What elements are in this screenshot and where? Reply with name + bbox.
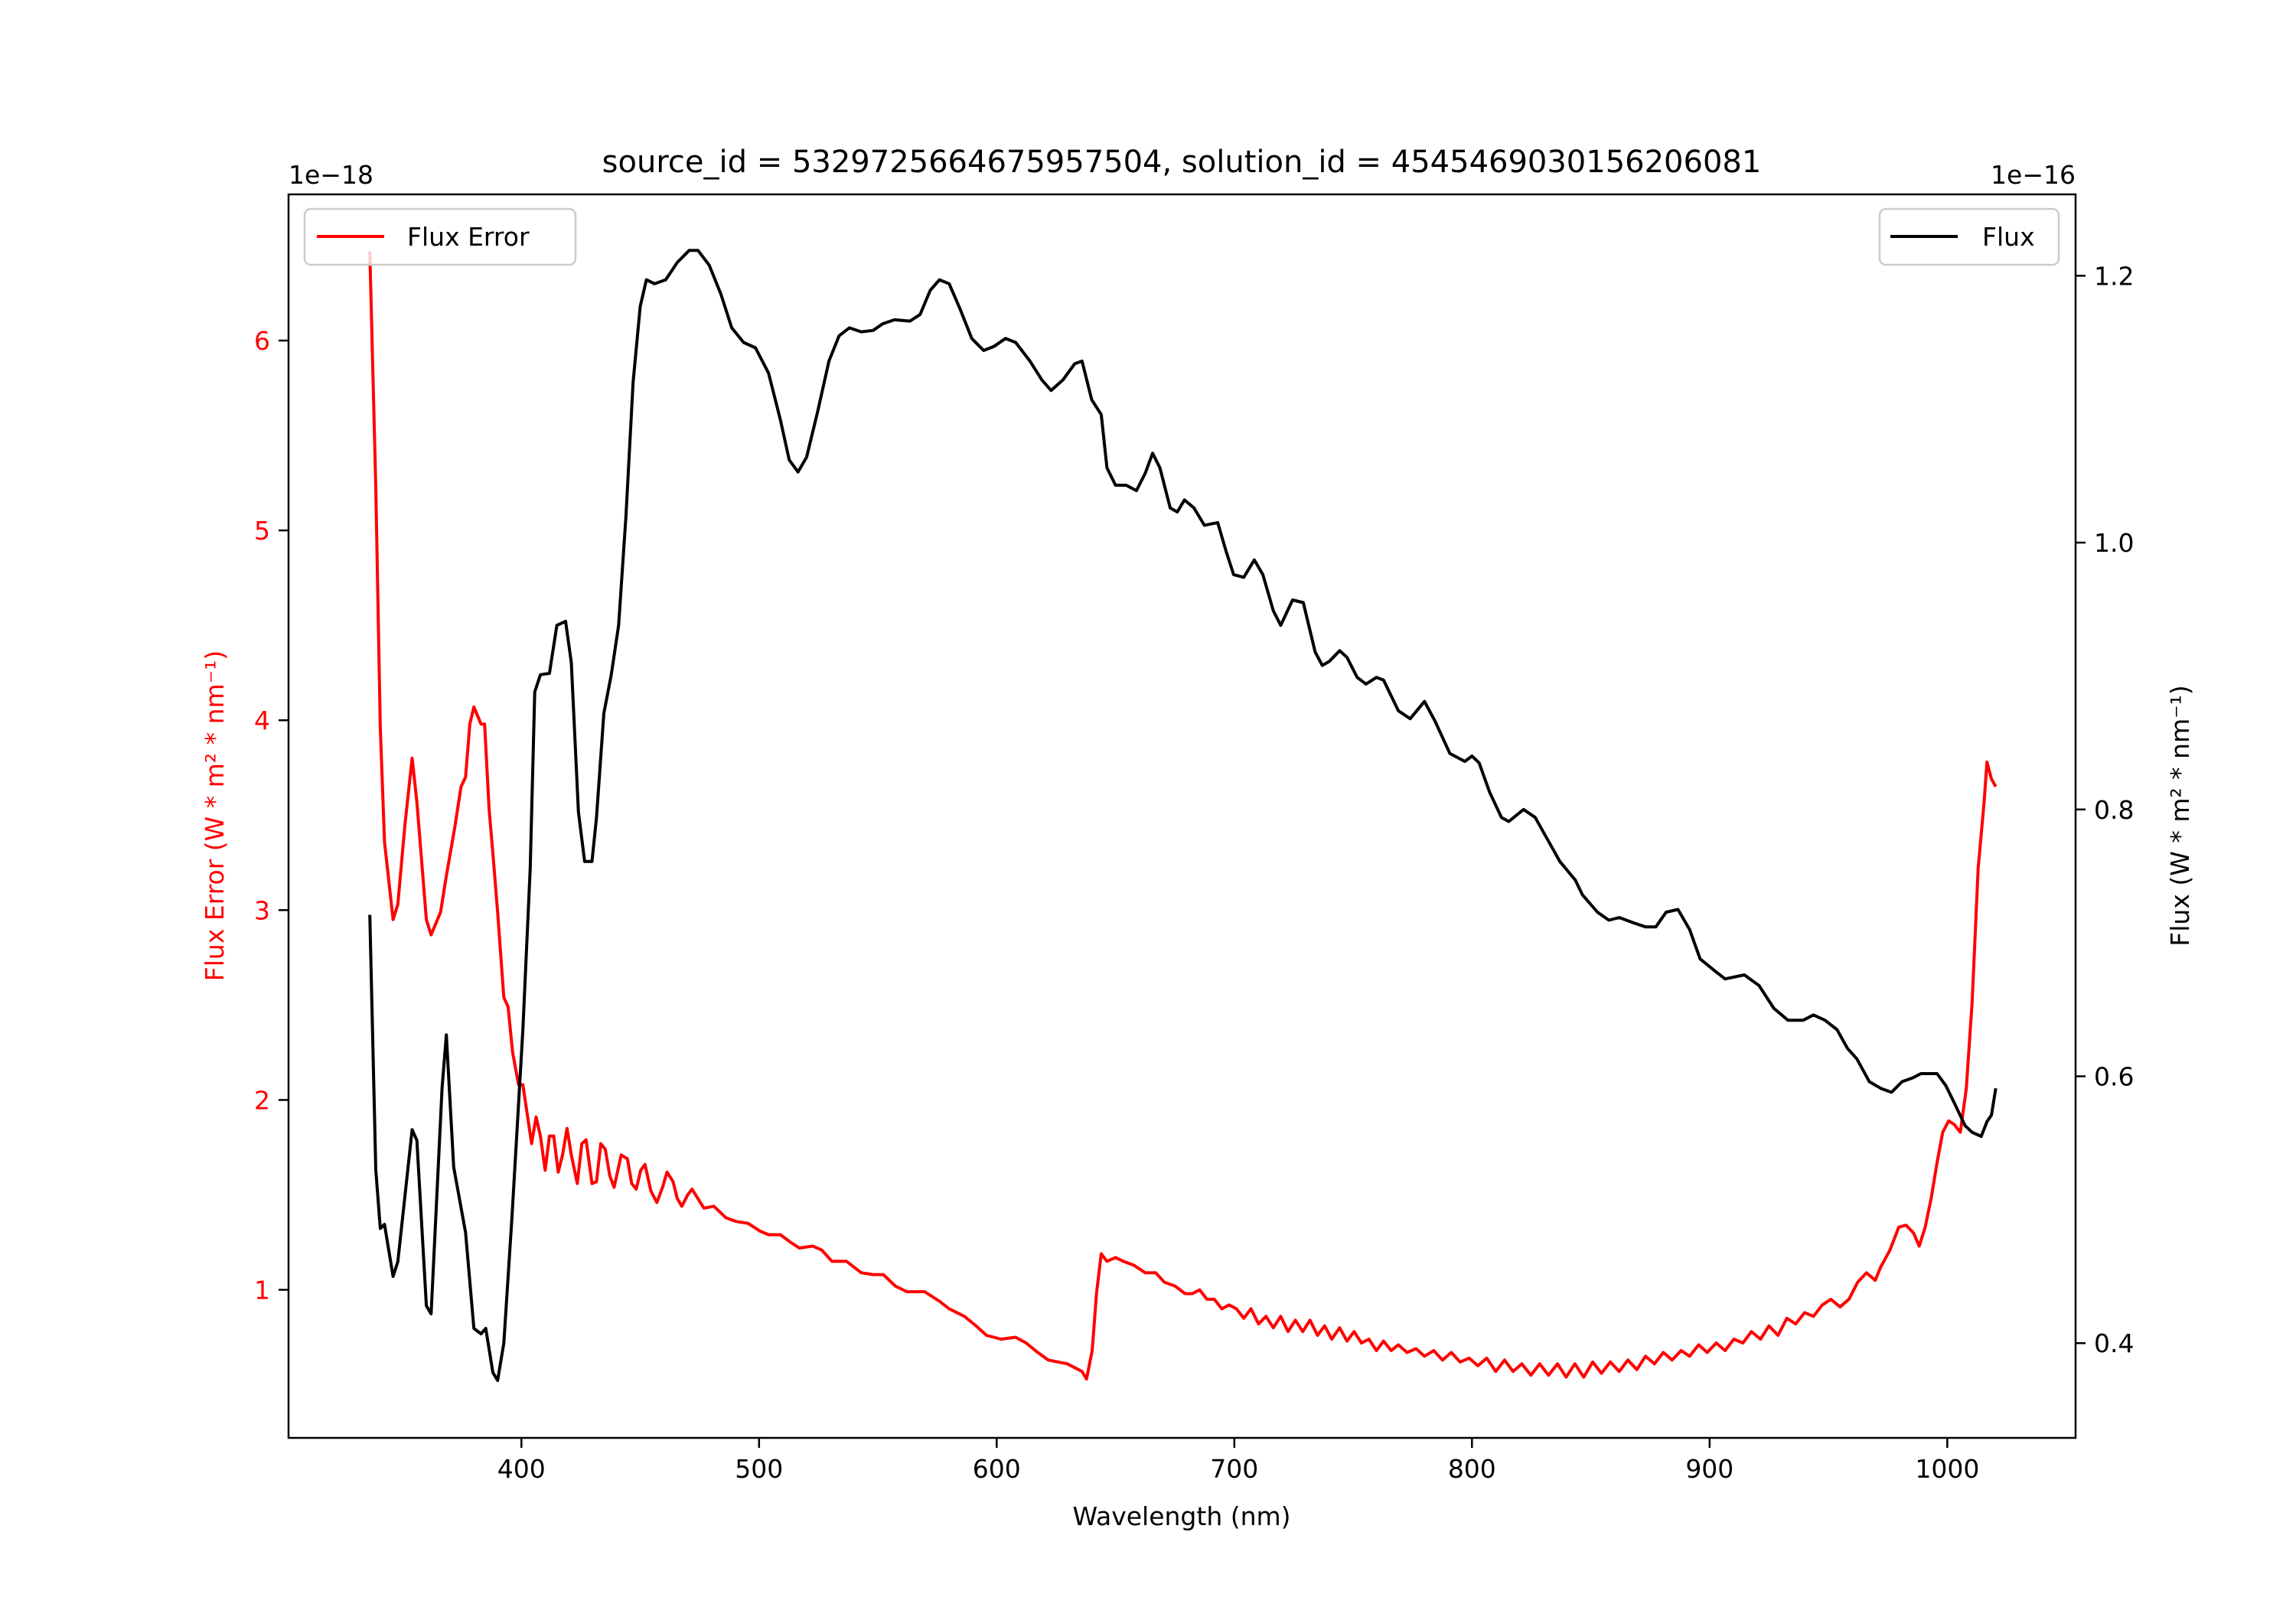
x-tick-label: 700 [1210, 1454, 1258, 1484]
x-axis-label: Wavelength (nm) [1072, 1501, 1290, 1531]
flux-error-line [368, 251, 1998, 1381]
x-tick-label: 600 [973, 1454, 1021, 1484]
flux-line [368, 249, 1998, 1382]
x-tick-label: 800 [1448, 1454, 1496, 1484]
x-tick-label: 900 [1685, 1454, 1733, 1484]
plot-area [368, 249, 1998, 1382]
legend-flux-label: Flux [1982, 222, 2035, 252]
right-y-tick-label: 1.2 [2094, 261, 2134, 291]
chart-title: source_id = 5329725664675957504, solutio… [602, 145, 1762, 180]
right-y-tick-label: 0.4 [2094, 1328, 2134, 1358]
left-y-tick-label: 2 [254, 1085, 270, 1115]
left-y-tick-label: 3 [254, 895, 270, 925]
left-y-tick-label: 5 [254, 516, 270, 546]
legend-flux-error: Flux Error [303, 207, 577, 266]
right-y-tick-label: 0.6 [2094, 1061, 2134, 1091]
axes-frame [287, 193, 2077, 1439]
right-axis-offset: 1e−16 [1991, 160, 2076, 190]
left-axis-offset: 1e−18 [289, 160, 373, 190]
legend-flux-error-label: Flux Error [407, 222, 530, 252]
left-y-tick-label: 1 [254, 1275, 270, 1305]
x-tick-label: 400 [497, 1454, 546, 1484]
left-y-tick-label: 4 [254, 706, 270, 735]
right-axis-ticks: 0.4 0.6 0.8 1.0 1.2 [2076, 261, 2134, 1358]
right-y-tick-label: 1.0 [2094, 528, 2134, 558]
left-axis-label: Flux Error (W * m² * nm⁻¹) [200, 650, 230, 981]
left-axis-ticks: 1 2 3 4 5 6 [254, 326, 289, 1305]
x-tick-label: 500 [735, 1454, 783, 1484]
x-tick-label: 1000 [1915, 1454, 1979, 1484]
left-y-tick-label: 6 [254, 326, 270, 356]
x-axis-ticks: 400 500 600 700 800 900 1000 [497, 1438, 1979, 1484]
right-axis-label: Flux (W * m² * nm⁻¹) [2165, 685, 2195, 947]
legend-flux: Flux [1878, 207, 2060, 266]
right-y-tick-label: 0.8 [2094, 795, 2134, 825]
